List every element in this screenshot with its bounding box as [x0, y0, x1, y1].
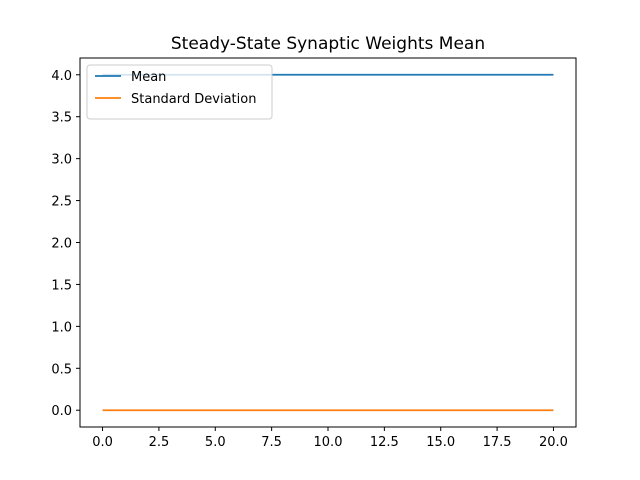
x-tick-label: 7.5 [261, 435, 282, 450]
x-tick-label: 15.0 [426, 435, 455, 450]
legend-label-1: Standard Deviation [131, 92, 256, 107]
legend-box [86, 64, 273, 120]
x-tick-label: 20.0 [539, 435, 568, 450]
x-tick-label: 12.5 [370, 435, 399, 450]
x-tick-label: 2.5 [149, 435, 170, 450]
y-tick-label: 4.0 [51, 69, 72, 84]
x-tick-label: 5.0 [205, 435, 226, 450]
y-tick-label: 2.0 [51, 237, 72, 252]
legend-label-0: Mean [131, 70, 166, 85]
plot-frame [79, 57, 577, 428]
y-axis: 0.0 0.5 1.0 1.5 2.0 2.5 3.0 3.5 4.0 [51, 69, 80, 419]
x-axis: 0.0 2.5 5.0 7.5 10.0 12.5 15.0 17.5 20.0 [92, 427, 568, 450]
y-tick-label: 1.5 [51, 278, 72, 293]
x-tick-label: 10.0 [314, 435, 343, 450]
x-tick-label: 0.0 [92, 435, 113, 450]
y-tick-label: 0.5 [51, 362, 72, 377]
y-tick-label: 0.0 [51, 404, 72, 419]
x-tick-label: 17.5 [483, 435, 512, 450]
y-tick-label: 3.0 [51, 153, 72, 168]
legend: Mean Standard Deviation [86, 64, 273, 120]
chart-title: Steady-State Synaptic Weights Mean [171, 34, 485, 54]
y-tick-label: 3.5 [51, 111, 72, 126]
y-tick-label: 2.5 [51, 195, 72, 210]
y-tick-label: 1.0 [51, 320, 72, 335]
